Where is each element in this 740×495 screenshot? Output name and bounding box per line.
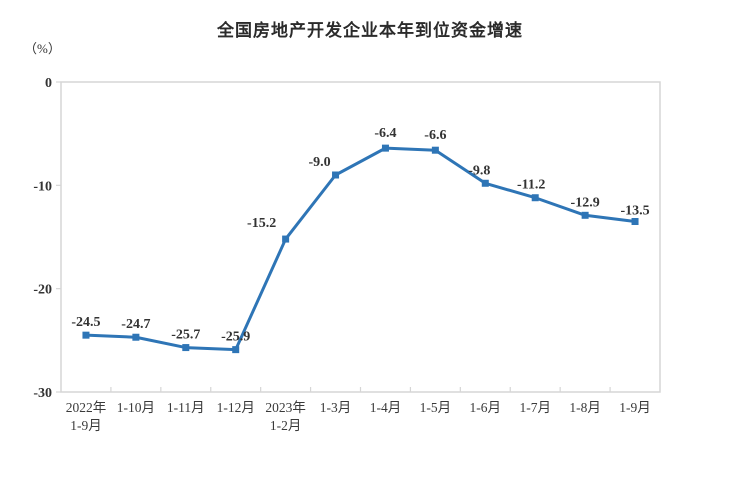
data-point-label: -9.8	[468, 163, 490, 178]
data-point-marker	[332, 171, 340, 179]
x-axis-label: 1-7月	[519, 400, 551, 415]
data-point-label: -25.9	[221, 330, 250, 345]
data-point-marker	[282, 235, 290, 243]
data-point-marker	[481, 179, 489, 187]
x-axis-label: 2023年	[265, 400, 306, 415]
y-axis-tick-label: -10	[33, 179, 52, 194]
data-point-label: -9.0	[308, 155, 330, 170]
data-point-label: -6.4	[374, 126, 396, 141]
x-axis-label: 1-4月	[370, 400, 402, 415]
data-point-label: -11.2	[517, 178, 545, 193]
data-point-label: -25.7	[171, 328, 200, 343]
data-point-label: -15.2	[247, 216, 276, 231]
data-point-marker	[182, 344, 190, 352]
plot-frame	[60, 81, 661, 393]
data-point-label: -24.5	[71, 315, 100, 330]
x-axis-label: 1-9月	[70, 418, 102, 433]
data-point-marker	[232, 346, 240, 354]
data-point-label: -13.5	[620, 204, 649, 219]
data-point-marker	[631, 218, 639, 225]
x-axis-label: 1-12月	[217, 400, 255, 415]
y-axis-unit-label: （%）	[24, 41, 61, 56]
x-axis-label: 2022年	[66, 400, 107, 415]
x-axis-label: 1-6月	[470, 400, 502, 415]
x-axis-label: 1-2月	[270, 418, 302, 433]
data-point-label: -24.7	[121, 317, 150, 332]
data-point-marker	[381, 144, 389, 152]
chart-title: 全国房地产开发企业本年到位资金增速	[217, 21, 523, 40]
data-point-label: -12.9	[571, 195, 600, 210]
data-series-line	[84, 146, 637, 352]
x-axis-label: 1-11月	[167, 400, 205, 415]
x-axis-label: 1-5月	[420, 400, 452, 415]
y-axis-tick-label: -20	[33, 283, 52, 298]
data-point-label: -6.6	[424, 128, 446, 143]
data-point-marker	[82, 331, 90, 339]
x-axis-label: 1-3月	[320, 400, 352, 415]
data-point-marker	[431, 146, 439, 154]
x-axis-label: 1-10月	[117, 400, 155, 415]
data-point-marker	[132, 333, 140, 341]
data-point-marker	[581, 211, 589, 219]
x-axis-label: 1-8月	[569, 400, 601, 415]
y-axis-tick-label: -30	[33, 386, 52, 401]
y-axis-tick-label: 0	[45, 76, 52, 91]
data-point-marker	[531, 194, 539, 202]
x-axis-label: 1-9月	[619, 400, 651, 415]
